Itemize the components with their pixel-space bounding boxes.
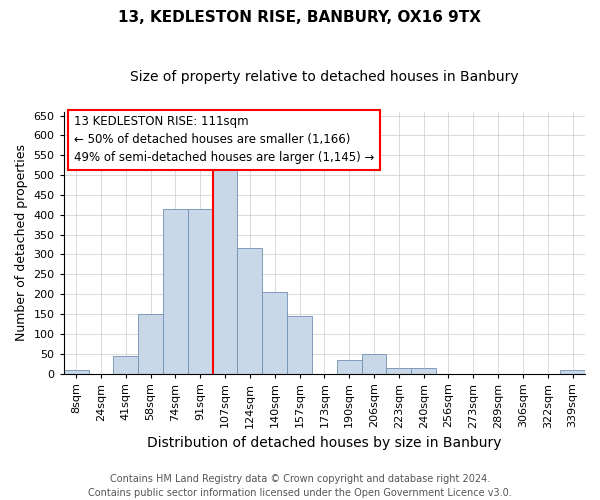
Bar	[64, 370, 89, 374]
Bar	[138, 314, 163, 374]
Text: 13 KEDLESTON RISE: 111sqm
← 50% of detached houses are smaller (1,166)
49% of se: 13 KEDLESTON RISE: 111sqm ← 50% of detac…	[74, 116, 374, 164]
Bar	[188, 209, 212, 374]
Bar	[113, 356, 138, 374]
Bar	[163, 209, 188, 374]
Bar	[212, 162, 238, 374]
Bar	[238, 248, 262, 374]
Bar	[287, 316, 312, 374]
Bar	[386, 368, 411, 374]
Text: Contains HM Land Registry data © Crown copyright and database right 2024.
Contai: Contains HM Land Registry data © Crown c…	[88, 474, 512, 498]
Bar	[411, 368, 436, 374]
Bar	[337, 360, 362, 374]
Text: 13, KEDLESTON RISE, BANBURY, OX16 9TX: 13, KEDLESTON RISE, BANBURY, OX16 9TX	[119, 10, 482, 25]
Y-axis label: Number of detached properties: Number of detached properties	[15, 144, 28, 341]
Title: Size of property relative to detached houses in Banbury: Size of property relative to detached ho…	[130, 70, 518, 84]
Bar	[262, 292, 287, 374]
Bar	[362, 354, 386, 374]
X-axis label: Distribution of detached houses by size in Banbury: Distribution of detached houses by size …	[147, 436, 502, 450]
Bar	[560, 370, 585, 374]
